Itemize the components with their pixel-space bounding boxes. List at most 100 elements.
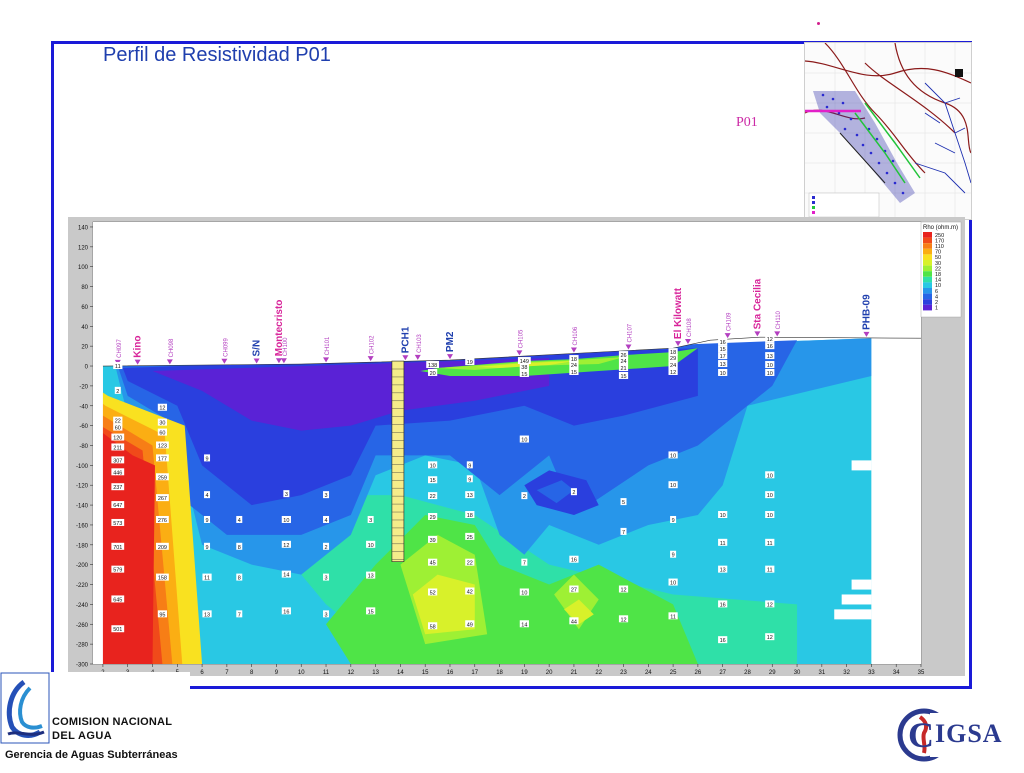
sounding-value-label: 60 [115, 426, 121, 432]
sounding-value-label: 10 [670, 453, 676, 459]
sounding-value-label: 21 [620, 366, 626, 372]
sounding-value-label: 9 [206, 518, 209, 524]
sounding-value-box [718, 368, 728, 376]
sounding-value-label: 8 [238, 576, 241, 582]
station-label: El Kilowatt [673, 287, 684, 339]
sounding-value-box [765, 471, 775, 479]
sounding-value-label: 24 [620, 359, 626, 365]
sounding-value-box [204, 491, 211, 499]
resistivity-zone-6 [564, 599, 594, 625]
sounding-value-label: 10 [521, 438, 527, 444]
x-tick-label: 24 [645, 670, 652, 676]
sounding-value-box [765, 352, 775, 360]
sounding-value-box [618, 351, 629, 359]
sounding-value-box [281, 607, 291, 615]
sounding-value-label: 276 [158, 518, 167, 524]
legend-swatch [923, 293, 932, 300]
station-marker [684, 338, 691, 344]
sounding-value-box [366, 571, 376, 579]
sounding-value-label: 149 [520, 359, 529, 365]
sounding-value-box [718, 345, 728, 353]
sounding-value-label: 14 [283, 573, 289, 579]
sounding-value-box [765, 342, 775, 350]
sounding-value-label: 11 [720, 541, 726, 547]
sounding-value-label: 17 [720, 354, 726, 360]
legend-value-label: 170 [935, 238, 944, 244]
y-tick-label: -80 [79, 444, 88, 450]
station-label: CH098 [169, 338, 175, 357]
station-marker [275, 358, 282, 364]
sounding-value-label: 30 [159, 421, 165, 427]
chart-canvas: 140120100806040200-20-40-60-80-100-120-1… [76, 221, 962, 676]
sounding-value-box [765, 361, 775, 369]
sounding-value-label: 11 [670, 614, 676, 620]
sounding-value-box [718, 338, 728, 346]
y-tick-label: -260 [76, 623, 89, 629]
sounding-value-label: 209 [158, 545, 167, 551]
sounding-value-label: 52 [430, 590, 436, 596]
sounding-value-box [718, 636, 728, 644]
y-tick-label: 20 [81, 345, 88, 351]
sounding-value-label: 16 [283, 609, 289, 615]
sounding-value-box [236, 515, 243, 523]
sounding-value-label: 15 [571, 370, 577, 376]
sounding-value-box [111, 542, 125, 550]
sounding-value-label: 19 [467, 360, 473, 366]
sounding-value-label: 10 [368, 543, 374, 549]
sounding-value-label: 15 [430, 478, 436, 484]
sounding-value-box [366, 540, 376, 548]
sounding-value-box [428, 558, 438, 566]
location-map [804, 42, 972, 220]
cigsa-name: IGSA [935, 719, 1003, 748]
sounding-value-box [718, 360, 728, 368]
station-marker [323, 357, 330, 363]
sounding-value-box [156, 573, 169, 581]
sounding-value-box [426, 361, 440, 369]
station-marker [516, 350, 523, 356]
sounding-value-label: 13 [204, 612, 210, 618]
legend-swatch [923, 271, 932, 277]
sounding-value-box [113, 423, 123, 431]
station-marker [570, 347, 577, 353]
legend-value-label: 22 [935, 266, 941, 272]
y-tick-label: -60 [79, 424, 88, 430]
station-marker [625, 344, 632, 350]
resistivity-profile-chart: 140 120 100 80 60 40 20 0 -20 -40 -60 -80 -100 -120 -1… [68, 217, 965, 676]
x-tick-label: 30 [794, 670, 801, 676]
sounding-value-label: 38 [521, 365, 527, 371]
x-tick-label: 21 [571, 670, 578, 676]
sounding-value-box [465, 358, 475, 366]
sounding-value-label: 259 [158, 475, 167, 481]
sounding-value-label: 4 [206, 493, 209, 499]
sounding-value-box [465, 587, 475, 595]
sounding-value-label: 7 [622, 530, 625, 536]
sounding-value-box [111, 468, 125, 476]
sounding-value-label: 2 [572, 490, 575, 496]
sounding-value-label: 701 [113, 545, 122, 551]
borehole-column [391, 360, 405, 562]
sounding-value-label: 15 [620, 374, 626, 380]
sounding-value-label: 10 [430, 463, 436, 469]
sounding-value-box [765, 538, 775, 546]
sounding-value-box [718, 511, 728, 519]
sounding-value-label: 58 [430, 624, 436, 630]
y-tick-label: -20 [79, 384, 88, 390]
y-tick-label: -120 [76, 484, 89, 490]
sounding-value-box [111, 483, 125, 491]
cigsa-initial: C [908, 715, 934, 755]
sounding-value-label: 446 [113, 470, 122, 476]
sounding-value-label: 4 [238, 518, 241, 524]
sounding-value-box [236, 573, 243, 581]
right-edge-notch-1 [851, 579, 872, 590]
sounding-value-label: 12 [767, 337, 773, 343]
station-label: CH107 [627, 323, 633, 342]
sounding-value-box [113, 362, 123, 370]
sounding-value-box [111, 501, 125, 509]
sounding-value-label: 22 [115, 419, 121, 425]
sounding-value-label: 12 [670, 370, 676, 376]
sounding-value-box [521, 492, 528, 500]
sounding-value-label: 3 [324, 576, 327, 582]
sounding-value-label: 8 [238, 545, 241, 551]
legend-swatch [923, 248, 932, 255]
station-marker [446, 354, 453, 360]
